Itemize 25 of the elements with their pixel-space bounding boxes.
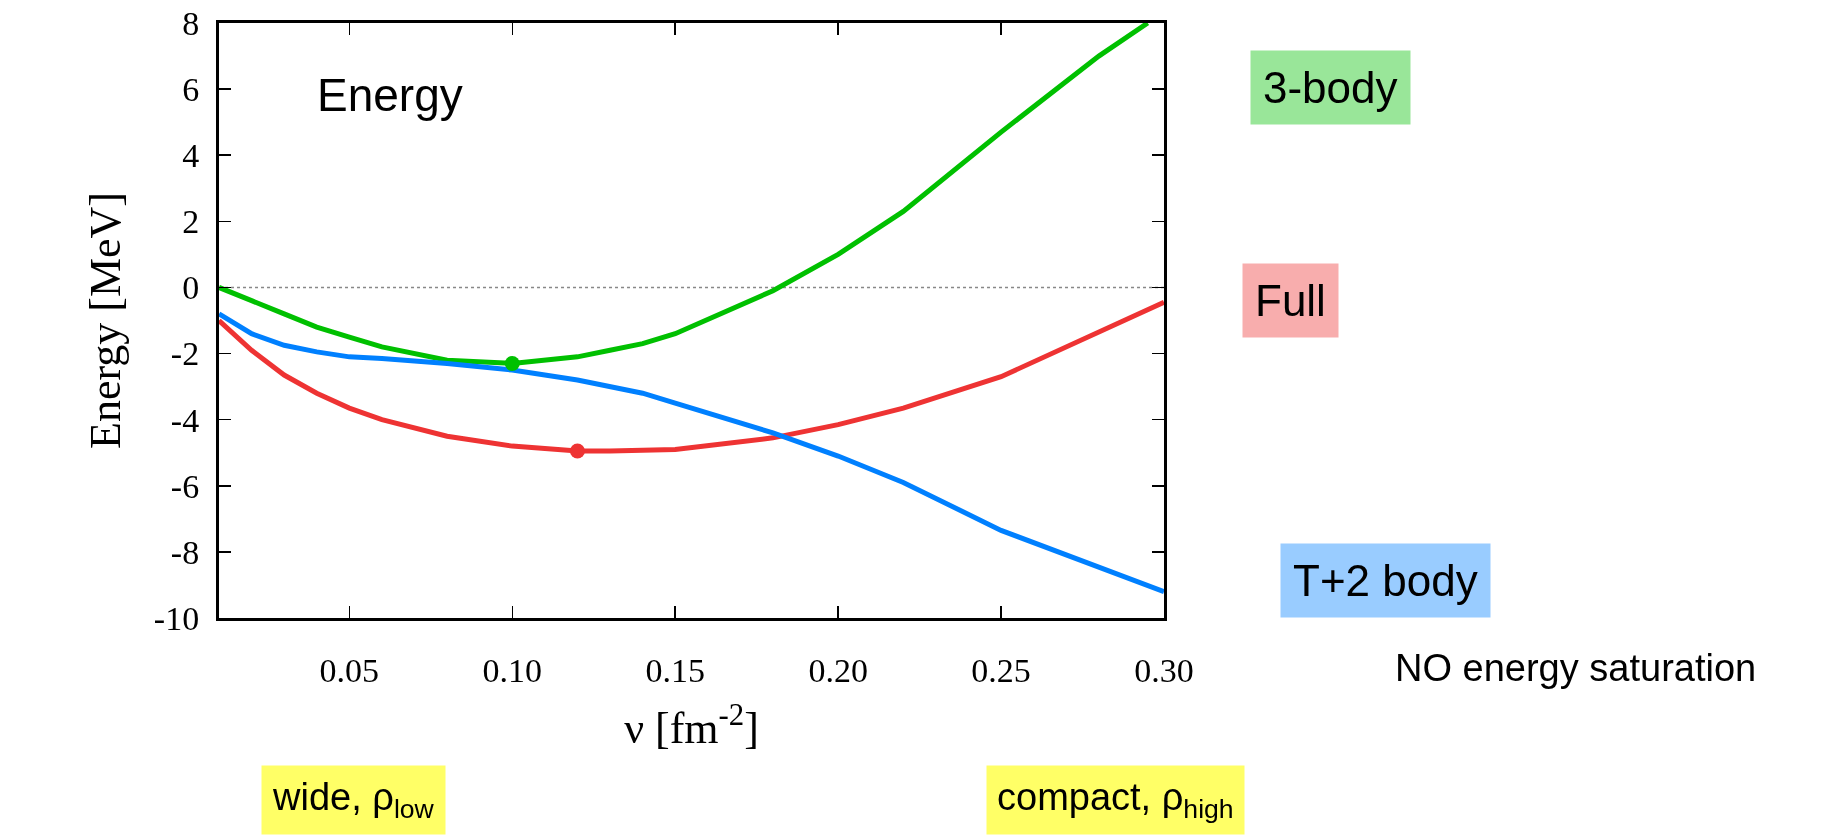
y-tick-label: -4 bbox=[170, 401, 200, 439]
x-tick-label: 0.15 bbox=[645, 651, 705, 689]
text: 3-body bbox=[1263, 63, 1398, 112]
x-axis-title: ν [fm$^{-2}$] bbox=[624, 697, 759, 754]
text: compact, ρ$_{high}$ bbox=[997, 776, 1234, 824]
y-tick-label: 2 bbox=[182, 203, 200, 241]
y-tick-label: -2 bbox=[170, 335, 200, 373]
y-tick-label: 4 bbox=[182, 137, 200, 175]
x-tick-label: 0.05 bbox=[319, 651, 380, 689]
x-tick-label: 0.25 bbox=[971, 651, 1031, 689]
text: T+2 body bbox=[1293, 556, 1478, 605]
annotation: Energy bbox=[317, 69, 463, 121]
y-tick-label: 6 bbox=[182, 71, 200, 109]
y-tick-label: 0 bbox=[182, 269, 200, 307]
y-tick-label: 8 bbox=[182, 4, 200, 42]
y-tick-label: -6 bbox=[170, 467, 200, 505]
text: wide, ρ$_{low}$ bbox=[272, 776, 435, 824]
y-tick-label: -10 bbox=[153, 599, 200, 637]
text: Full bbox=[1255, 276, 1326, 325]
text: NO energy saturation bbox=[1395, 647, 1757, 689]
y-tick-label: -8 bbox=[170, 533, 200, 571]
x-tick-label: 0.10 bbox=[482, 651, 543, 689]
x-tick-label: 0.20 bbox=[808, 651, 868, 689]
x-tick-label: 0.30 bbox=[1134, 651, 1194, 689]
y-axis-title: Energy [MeV] bbox=[80, 192, 130, 449]
